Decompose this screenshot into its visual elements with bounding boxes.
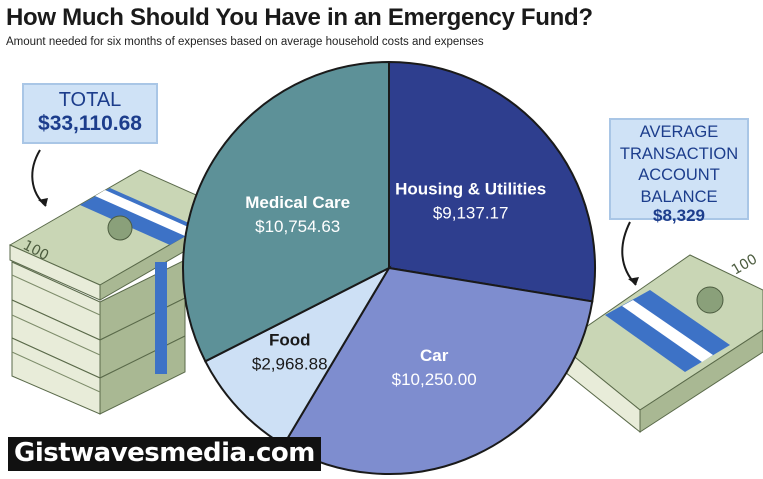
pie-chart: Housing & Utilities $9,137.17 Car $10,250.0…	[182, 60, 596, 475]
total-callout: TOTAL $33,110.68	[22, 83, 158, 144]
average-value: $8,329	[653, 206, 705, 225]
watermark: Gistwavesmedia.com	[8, 437, 321, 471]
total-value: $33,110.68	[38, 112, 142, 135]
pie-slice-value: $10,250.00	[392, 370, 477, 389]
total-label: TOTAL	[58, 89, 122, 111]
pie-slice-name: Food	[269, 331, 311, 350]
pie-slice-medical-care	[182, 60, 390, 363]
pie-slice-name: Medical Care	[245, 193, 350, 212]
money-stack-icon: 100	[559, 251, 763, 434]
pie-slice-name: Housing & Utilities	[395, 180, 546, 199]
average-label-line: ACCOUNT	[638, 166, 720, 184]
pie-slice-name: Car	[420, 346, 449, 365]
average-label-line: BALANCE	[640, 187, 718, 206]
average-label-line: TRANSACTION	[619, 144, 739, 163]
curved-arrow-icon	[31, 149, 47, 207]
page-title: How Much Should You Have in an Emergency…	[6, 4, 593, 31]
pie-slice-car	[282, 266, 594, 475]
average-label-line: AVERAGE	[639, 123, 719, 141]
page-subtitle: Amount needed for six months of expenses…	[6, 36, 484, 48]
curved-arrow-icon	[621, 221, 637, 286]
pie-slice-housing-utilities	[388, 60, 596, 303]
average-balance-callout: AVERAGE TRANSACTION ACCOUNT BALANCE $8,3…	[609, 118, 749, 225]
pie-slice-value: $10,754.63	[255, 217, 340, 236]
pie-slice-value: $2,968.88	[252, 355, 328, 374]
svg-text:100: 100	[729, 251, 760, 278]
pie-slice-value: $9,137.17	[433, 204, 509, 223]
